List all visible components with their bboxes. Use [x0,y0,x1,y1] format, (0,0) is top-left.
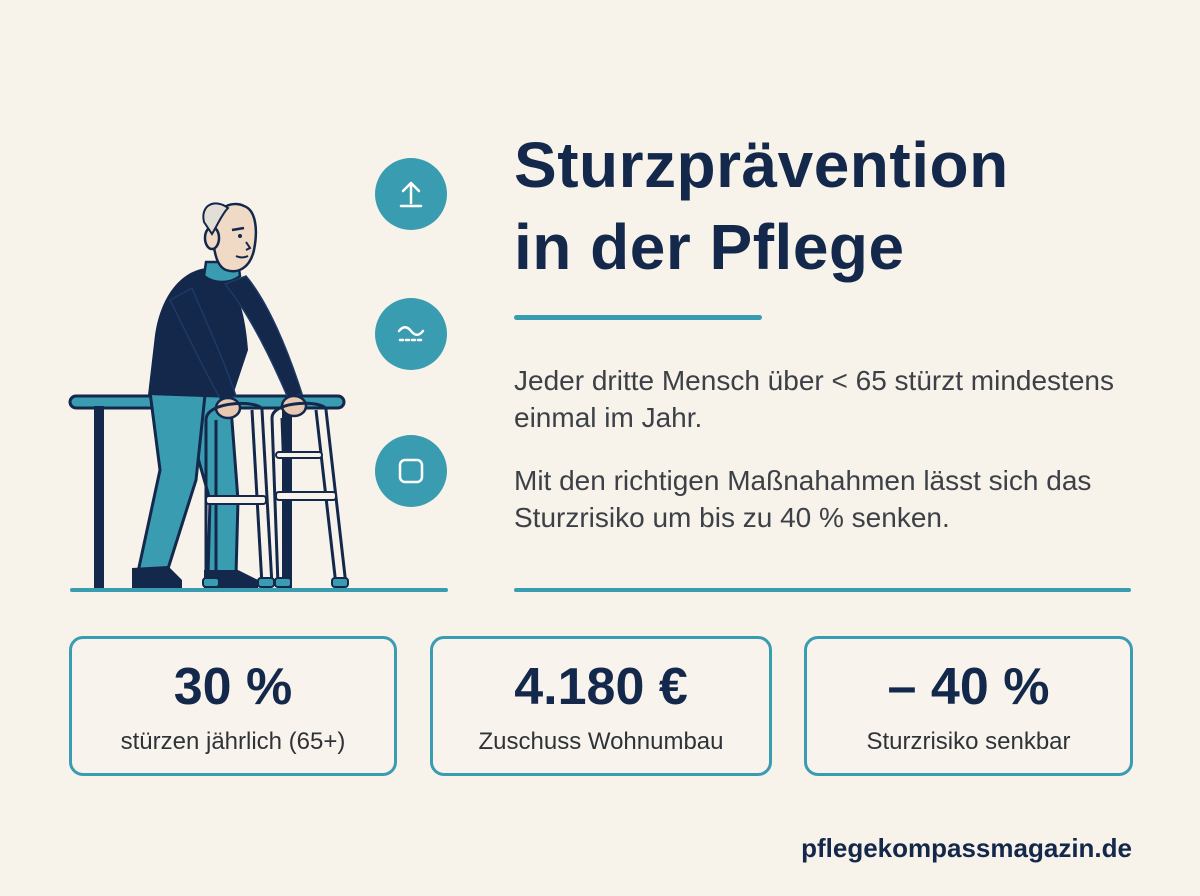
website-url[interactable]: pflegekompassmagazin.de [801,833,1132,863]
stat-value: – 40 % [887,658,1050,716]
content-divider [514,588,1131,592]
prevention-paragraph: Mit den richtigen Maßnahahmen lässt sich… [514,465,1092,533]
stat-label: Sturzrisiko senkbar [866,728,1071,755]
arrow-up-icon [375,158,447,230]
stat-label: stürzen jährlich (65+) [120,728,346,755]
title-underline [514,315,762,320]
square-icon [375,435,447,507]
intro-paragraph: Jeder dritte Mensch über < 65 stürzt min… [514,365,1114,433]
title-line-2: in der Pflege [514,211,905,283]
wave-icon [375,298,447,370]
stat-value: 30 % [173,658,293,716]
floor-divider [70,588,448,592]
stat-card-falls: 30 % stürzen jährlich (65+) [69,636,397,776]
stat-card-risk-reduction: – 40 % Sturzrisiko senkbar [804,636,1133,776]
stat-label: Zuschuss Wohnumbau [478,728,724,755]
page-title: Sturzprävention in der Pflege [514,124,1154,288]
stat-value: 4.180 € [514,658,688,716]
stat-card-subsidy: 4.180 € Zuschuss Wohnumbau [430,636,772,776]
title-line-1: Sturzprävention [514,129,1009,201]
elderly-man-with-walker-illustration [68,202,349,590]
